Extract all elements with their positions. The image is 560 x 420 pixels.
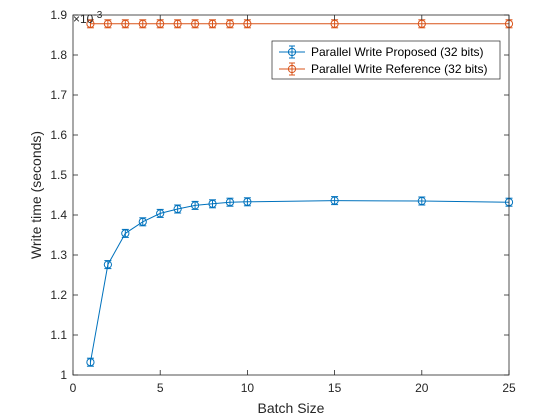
data-point: [243, 19, 252, 28]
data-point: [156, 19, 165, 28]
legend-label-reference: Parallel Write Reference (32 bits): [311, 62, 488, 76]
data-point: [173, 204, 182, 214]
data-point: [330, 19, 339, 28]
axes-box: [72, 14, 510, 376]
legend-marker-proposed: [287, 47, 297, 57]
data-point: [417, 19, 426, 28]
data-point: [121, 229, 130, 238]
legend-label-proposed: Parallel Write Proposed (32 bits): [311, 45, 484, 59]
x-tick-label: 25: [502, 381, 516, 395]
legend-entry-reference: Parallel Write Reference (32 bits): [279, 62, 488, 76]
legend: Parallel Write Proposed (32 bits) Parall…: [271, 40, 501, 80]
axes-layer: [72, 14, 510, 376]
data-point: [417, 196, 426, 206]
x-axis-label: Batch Size: [258, 400, 325, 416]
series-1: [86, 19, 514, 29]
x-tick-label: 10: [241, 381, 255, 395]
y-tick-label: 1.1: [50, 328, 67, 342]
data-point: [225, 19, 235, 28]
data-point: [138, 19, 147, 28]
y-tick-label: 1.2: [50, 288, 67, 302]
y-tick-label: 1.5: [50, 168, 67, 182]
legend-entry-proposed: Parallel Write Proposed (32 bits): [279, 45, 484, 59]
y-exponent-base: ×10: [73, 12, 94, 26]
legend-box: [271, 40, 501, 80]
data-point: [208, 199, 217, 208]
data-point: [173, 19, 182, 28]
x-tick-label: 5: [157, 381, 164, 395]
y-exponent-label: ×10-3: [73, 10, 103, 26]
y-tick-label: 1.6: [50, 128, 67, 142]
data-point: [121, 19, 130, 28]
data-point: [225, 198, 235, 207]
x-tick-label: 0: [70, 381, 77, 395]
x-tick-label: 15: [328, 381, 342, 395]
data-point: [103, 19, 112, 28]
data-point: [208, 19, 217, 28]
ticks-layer: 0 5 10 15 20 25 1 1.1 1.2 1.3 1.4 1.5 1.6 1.7 1.8 1.9: [50, 8, 516, 395]
y-exponent-power: -3: [93, 10, 102, 21]
data-point: [138, 217, 147, 226]
y-axis-label: Write time (seconds): [28, 131, 44, 259]
data-point: [243, 197, 252, 206]
data-point: [330, 196, 339, 205]
y-tick-label: 1.4: [50, 208, 67, 222]
y-tick-label: 1.8: [50, 48, 67, 62]
data-point: [86, 358, 95, 367]
y-tick-label: 1: [60, 368, 67, 382]
data-point: [190, 19, 200, 28]
data-point: [156, 209, 165, 218]
legend-marker-reference: [287, 64, 297, 74]
x-tick-label: 20: [415, 381, 429, 395]
data-point: [103, 260, 112, 269]
y-tick-label: 1.3: [50, 248, 67, 262]
y-tick-label: 1.9: [50, 8, 67, 22]
data-point: [86, 19, 95, 28]
data-point: [190, 201, 200, 210]
y-tick-label: 1.7: [50, 88, 67, 102]
